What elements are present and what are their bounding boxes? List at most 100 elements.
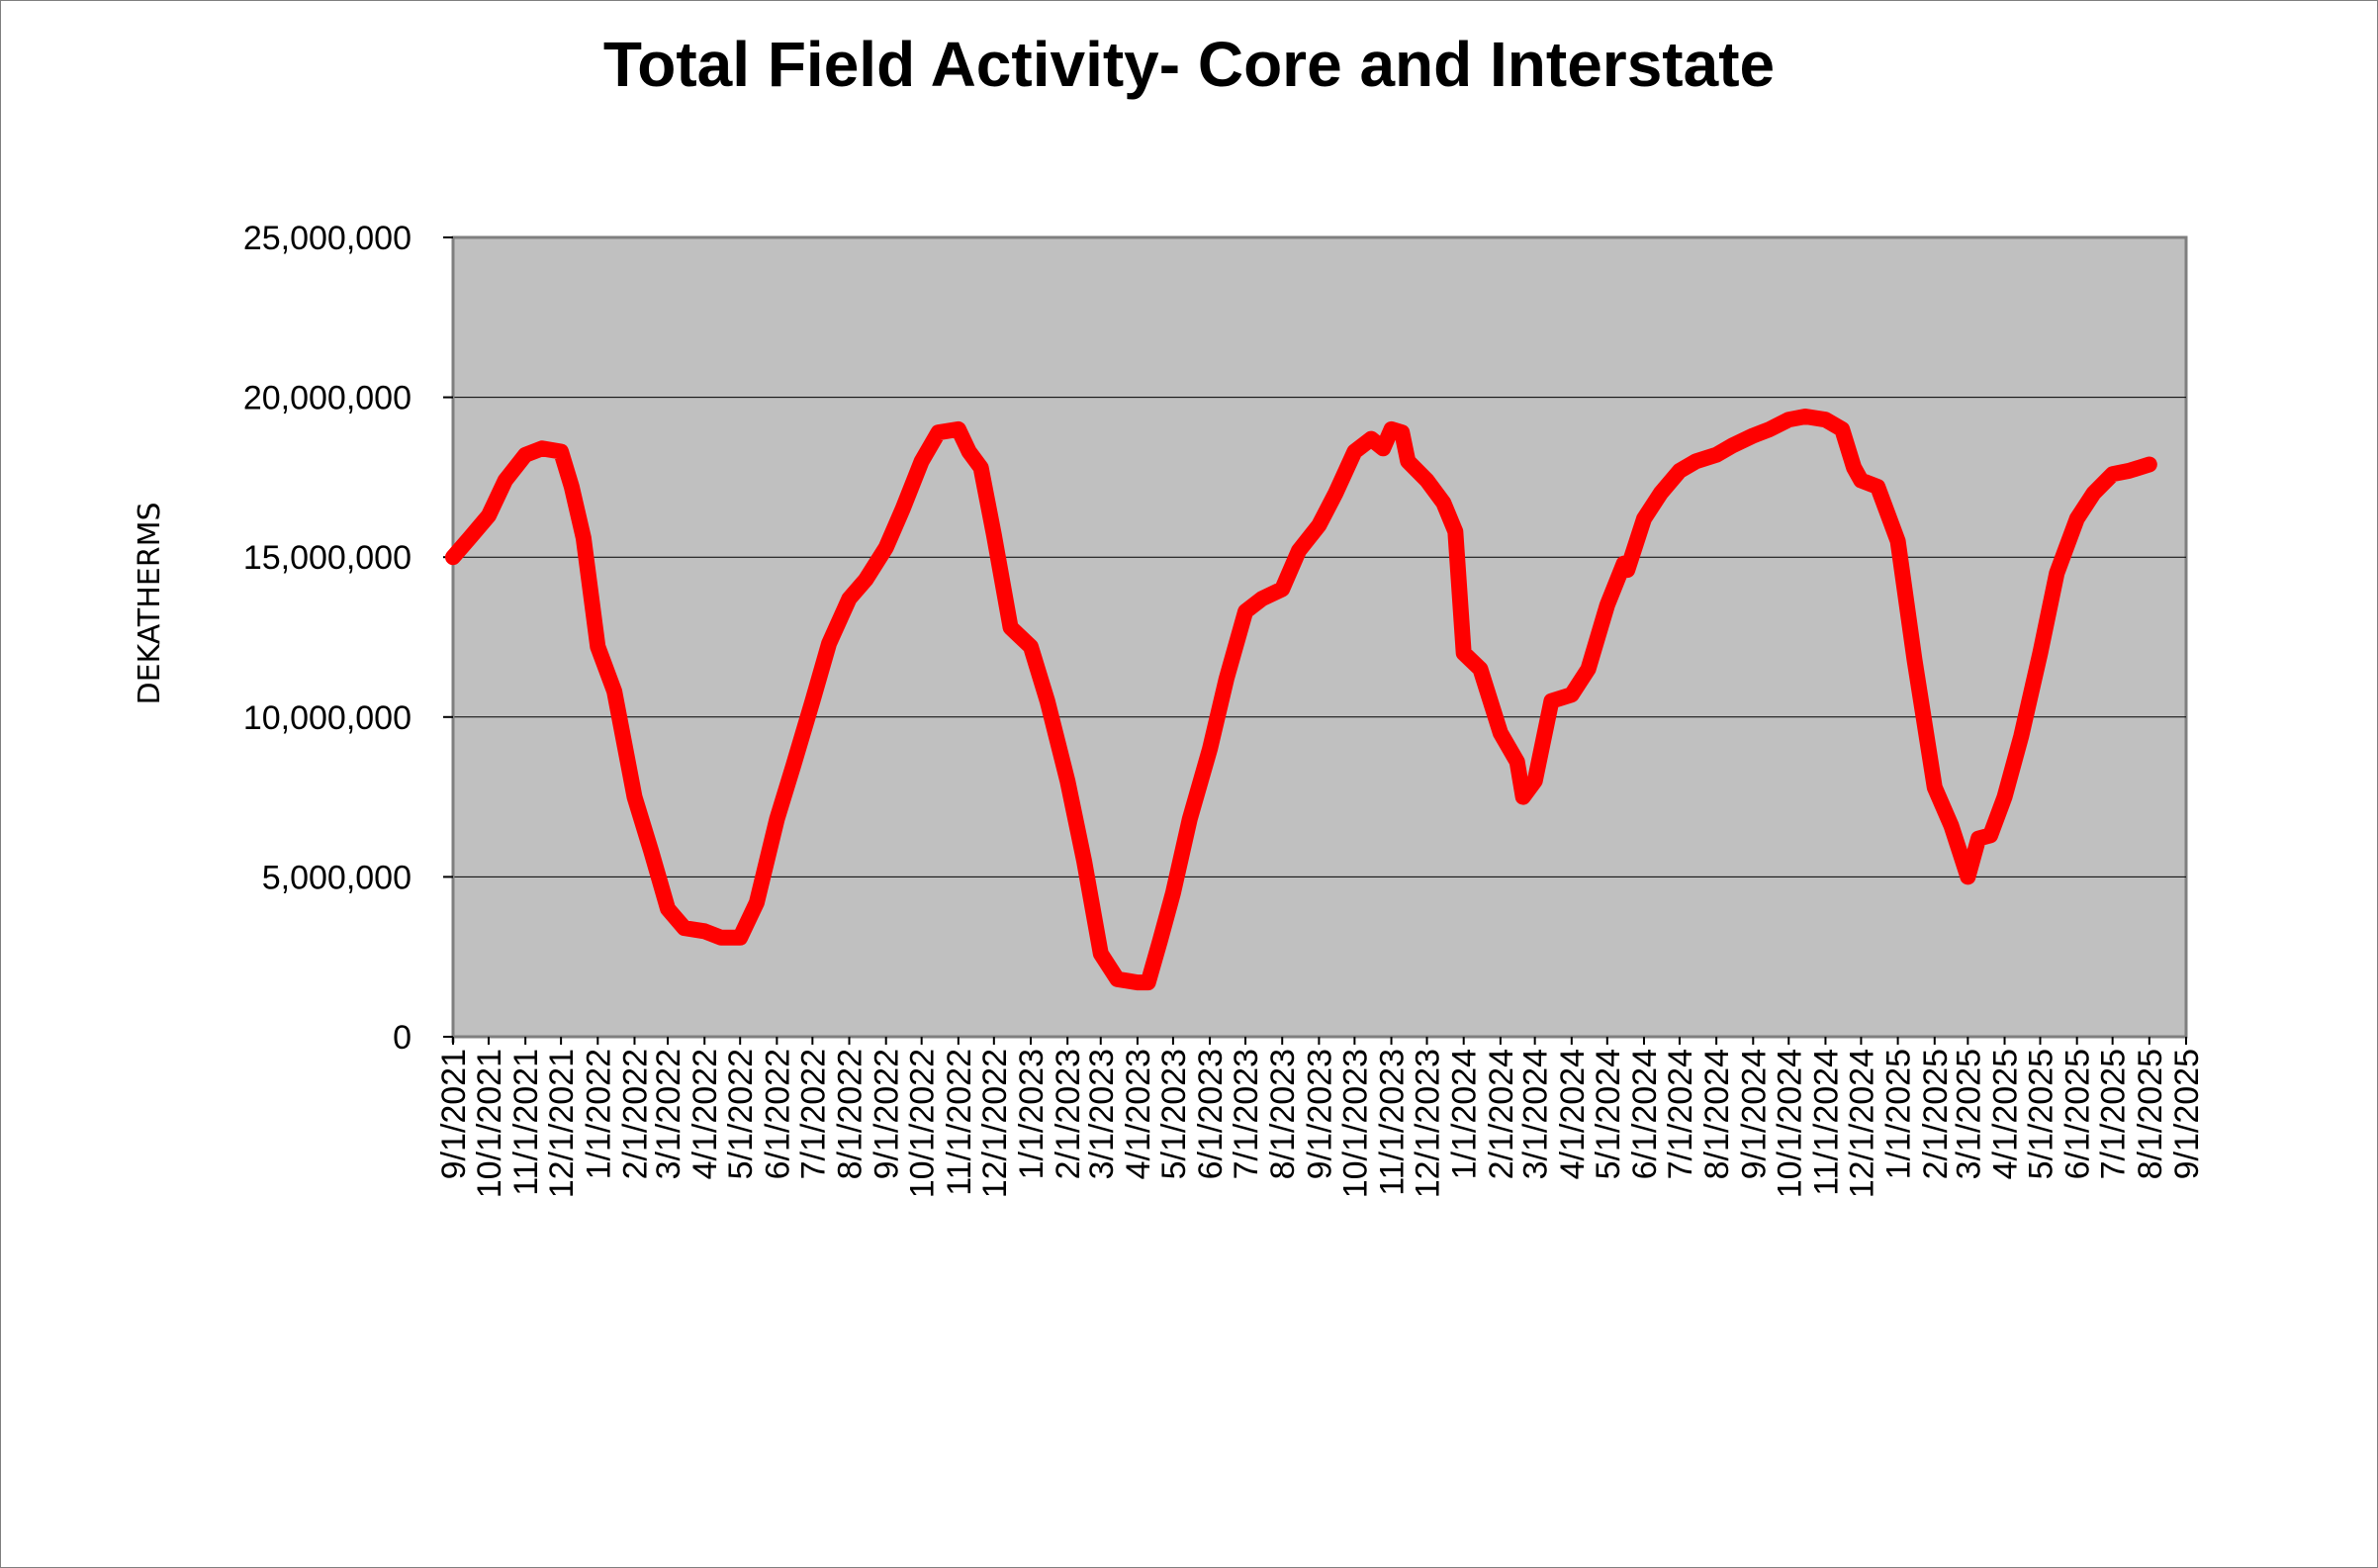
x-tick-label: 1/1/2022 <box>580 1049 617 1179</box>
data-point <box>1676 466 1684 475</box>
data-point <box>1821 415 1830 424</box>
x-tick-label: 8/1/2023 <box>1264 1049 1302 1179</box>
data-point <box>964 447 973 456</box>
x-tick-label: 7/1/2024 <box>1662 1049 1699 1179</box>
x-tick-label: 1/1/2025 <box>1880 1049 1918 1179</box>
data-point <box>1367 434 1376 443</box>
data-point <box>1451 527 1460 536</box>
x-tick-label: 5/1/2025 <box>2023 1049 2060 1179</box>
data-point <box>898 505 907 513</box>
data-point <box>1930 783 1939 791</box>
data-point <box>2017 732 2026 741</box>
data-point <box>736 933 745 942</box>
data-point <box>808 696 817 705</box>
data-point <box>1496 729 1505 737</box>
data-point <box>1043 696 1052 705</box>
x-tick-label: 8/1/2024 <box>1698 1049 1736 1179</box>
x-tick-label: 6/1/2024 <box>1626 1049 1664 1179</box>
x-tick-label: 2/1/2023 <box>1050 1049 1087 1179</box>
data-point <box>1619 559 1628 568</box>
x-tick-label: 5/1/2023 <box>1155 1049 1193 1179</box>
data-point <box>2036 649 2045 658</box>
x-tick-label: 12/1/2024 <box>1843 1049 1880 1198</box>
data-point <box>567 483 576 492</box>
data-point <box>773 815 781 824</box>
data-point <box>1893 537 1902 545</box>
data-point <box>2108 470 2117 479</box>
data-point <box>1712 450 1721 459</box>
x-tick-label: 9/1/2022 <box>869 1049 906 1179</box>
data-point <box>1547 696 1556 705</box>
data-point <box>1315 520 1324 529</box>
chart-title: Total Field Activity- Core and Interstat… <box>602 29 1776 100</box>
y-axis: 0 5,000,000 10,000,000 15,000,000 20,000,000… <box>243 220 455 1057</box>
y-tick-label: 10,000,000 <box>243 699 412 737</box>
data-point <box>1530 777 1539 785</box>
data-point <box>630 792 639 801</box>
x-tick-label: 10/1/2023 <box>1336 1049 1374 1198</box>
x-tick-label: 7/1/2022 <box>794 1049 832 1179</box>
series-layer <box>445 409 2157 991</box>
data-point <box>1838 424 1847 433</box>
x-tick-label: 9/1/2024 <box>1735 1049 1773 1179</box>
data-point <box>1766 424 1775 433</box>
data-point <box>449 553 457 562</box>
x-tick-label: 10/1/2024 <box>1771 1049 1808 1198</box>
x-tick-label: 8/1/2022 <box>832 1049 869 1179</box>
data-point <box>1133 978 1142 987</box>
x-tick-label: 11/1/2021 <box>507 1049 545 1196</box>
data-point <box>1518 792 1527 801</box>
data-point <box>954 424 962 433</box>
data-point <box>1964 873 1972 881</box>
data-point <box>594 642 602 651</box>
data-point <box>825 639 834 648</box>
data-point <box>1350 447 1359 456</box>
data-point <box>1567 691 1576 699</box>
x-tick-label: 6/1/2025 <box>2059 1049 2097 1179</box>
data-point <box>1278 585 1287 594</box>
data-point <box>1387 424 1396 433</box>
data-point <box>1874 483 1882 492</box>
data-point <box>1185 815 1194 824</box>
x-tick-label: 2/1/2025 <box>1917 1049 1955 1179</box>
data-point <box>501 476 509 485</box>
x-tick-label: 1/1/2024 <box>1446 1049 1484 1179</box>
data-point <box>2145 460 2153 469</box>
data-point <box>1422 476 1431 485</box>
x-tick-label: 4/1/2025 <box>1987 1049 2025 1179</box>
data-point <box>934 428 943 437</box>
x-tick-label: 6/1/2022 <box>759 1049 796 1179</box>
data-point <box>1295 546 1303 555</box>
data-point <box>1096 950 1105 958</box>
data-point <box>845 595 854 603</box>
data-point <box>753 898 761 907</box>
data-point <box>1168 888 1177 897</box>
data-point <box>1749 431 1758 440</box>
data-point <box>1656 489 1665 498</box>
data-point <box>917 457 926 466</box>
data-point <box>537 444 546 453</box>
y-axis-label: DEKATHERMS <box>133 502 167 704</box>
data-point <box>1459 649 1468 658</box>
x-tick-label: 8/1/2025 <box>2132 1049 2169 1179</box>
data-point <box>700 927 709 936</box>
x-tick-label: 4/1/2023 <box>1120 1049 1157 1179</box>
data-point <box>485 511 493 520</box>
data-point <box>1241 607 1250 616</box>
x-tick-label: 9/1/2025 <box>2168 1049 2206 1179</box>
data-point <box>1947 821 1956 830</box>
x-tick-label: 3/1/2025 <box>1950 1049 1987 1179</box>
data-point <box>1801 413 1810 420</box>
data-point <box>465 533 474 542</box>
data-point <box>1692 457 1700 466</box>
data-point <box>1623 566 1632 575</box>
data-point <box>610 687 619 695</box>
data-point <box>1379 444 1388 453</box>
data-point <box>647 847 656 856</box>
data-point <box>881 543 890 552</box>
data-point <box>1439 499 1448 507</box>
data-point <box>2072 514 2081 523</box>
data-point <box>1080 857 1088 866</box>
data-point <box>579 533 588 542</box>
